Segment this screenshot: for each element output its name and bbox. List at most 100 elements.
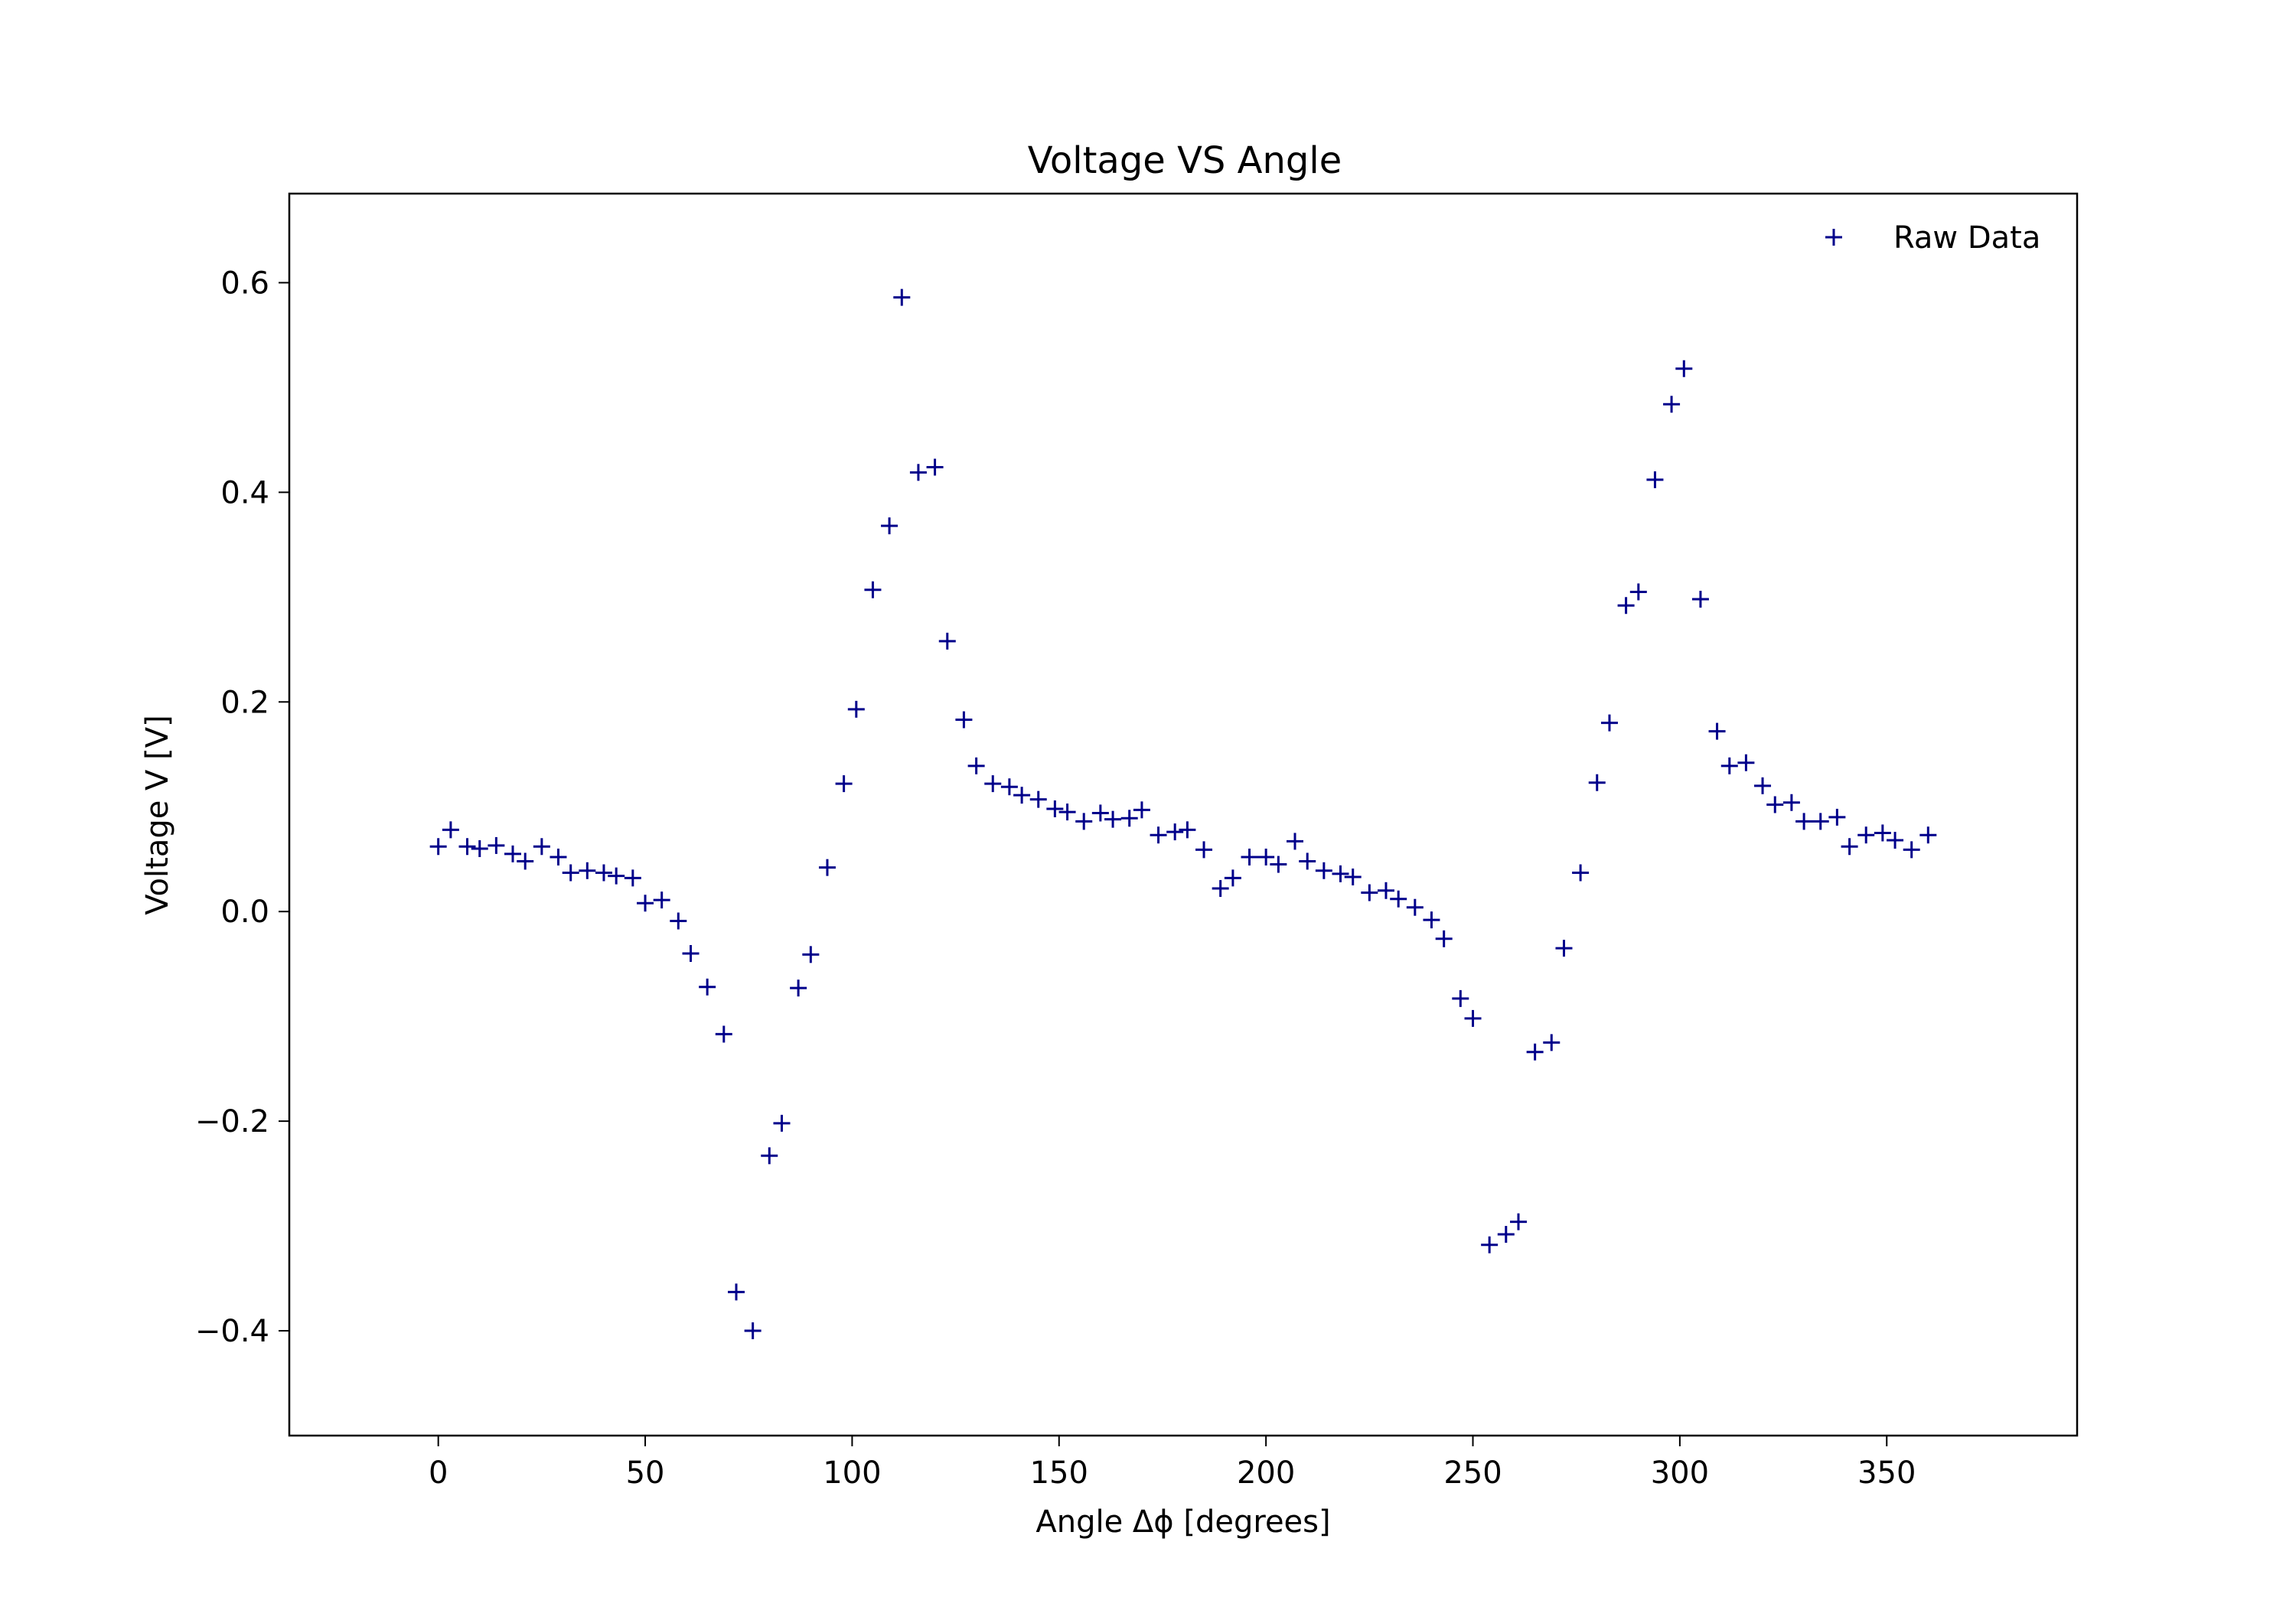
- data-point: [1857, 826, 1875, 844]
- data-point: [504, 845, 521, 862]
- data-point: [550, 848, 567, 865]
- data-point: [864, 581, 882, 598]
- y-axis-ticks: −0.4 −0.2 0.0 0.2 0.4 0.6: [195, 266, 289, 1349]
- data-point: [1075, 813, 1093, 830]
- data-point: [1675, 360, 1693, 377]
- data-point: [1195, 841, 1213, 859]
- data-point: [1104, 810, 1122, 828]
- data-point: [1629, 583, 1647, 601]
- data-point: [1588, 774, 1606, 791]
- data-point: [802, 946, 820, 963]
- data-point: [1133, 801, 1150, 819]
- data-point: [1361, 884, 1378, 901]
- legend-marker-icon: [1825, 229, 1842, 246]
- data-point: [1812, 813, 1829, 830]
- x-tick-label: 100: [823, 1455, 881, 1491]
- data-point: [488, 836, 505, 854]
- data-point: [1782, 794, 1800, 811]
- data-point: [1828, 808, 1846, 826]
- data-point: [1841, 838, 1858, 856]
- data-point: [909, 464, 927, 481]
- legend-label: Raw Data: [1893, 220, 2040, 256]
- data-point: [1737, 754, 1755, 771]
- data-point: [967, 757, 985, 774]
- data-point: [1481, 1236, 1499, 1253]
- data-point: [1212, 880, 1229, 898]
- data-point: [1766, 796, 1784, 813]
- data-point: [1120, 810, 1138, 827]
- data-point: [1332, 865, 1349, 882]
- data-point: [1452, 989, 1469, 1007]
- data-point: [1058, 804, 1076, 821]
- data-point: [1000, 778, 1018, 796]
- data-point: [1795, 813, 1813, 830]
- chart-title: Voltage VS Angle: [1028, 139, 1342, 182]
- data-markers: [429, 288, 1937, 1340]
- x-tick-label: 350: [1857, 1455, 1916, 1491]
- data-point: [1600, 714, 1618, 732]
- data-point: [1526, 1043, 1544, 1061]
- x-tick-label: 200: [1237, 1455, 1295, 1491]
- data-point: [938, 632, 956, 650]
- data-point: [1287, 833, 1303, 850]
- data-point: [1464, 1009, 1482, 1027]
- x-tick-label: 0: [429, 1455, 448, 1491]
- data-point: [653, 892, 670, 909]
- plot-frame: [288, 192, 2079, 1437]
- data-point: [1435, 930, 1453, 947]
- data-point: [1646, 471, 1664, 488]
- data-point: [579, 862, 596, 879]
- data-point: [1344, 868, 1362, 885]
- data-point: [624, 869, 641, 887]
- data-point: [1708, 722, 1726, 740]
- plot-area: [288, 192, 2079, 1437]
- data-point: [1046, 800, 1064, 817]
- data-point: [429, 838, 447, 856]
- data-point: [1874, 824, 1891, 842]
- data-point: [835, 775, 853, 793]
- data-point: [893, 288, 911, 306]
- y-axis-label: Voltage V [V]: [140, 715, 175, 914]
- data-point: [1617, 597, 1635, 614]
- x-axis-label: Angle Δϕ [degrees]: [1035, 1504, 1330, 1540]
- data-point: [637, 895, 654, 912]
- data-point: [1224, 869, 1241, 887]
- data-point: [1315, 862, 1332, 879]
- data-point: [1299, 852, 1316, 870]
- data-point: [471, 840, 488, 858]
- data-point: [773, 1114, 791, 1132]
- data-point: [1663, 396, 1681, 413]
- data-point: [1510, 1213, 1527, 1231]
- data-point: [728, 1283, 745, 1301]
- y-tick-label: 0.0: [220, 895, 269, 930]
- data-point: [1887, 832, 1904, 849]
- data-point: [1555, 940, 1573, 957]
- data-point: [670, 912, 687, 930]
- data-point: [1903, 841, 1920, 859]
- data-point: [682, 944, 700, 962]
- y-tick-label: −0.2: [195, 1104, 269, 1139]
- legend-plus-marker: [1825, 229, 1842, 246]
- data-point: [847, 700, 865, 718]
- data-point: [562, 864, 579, 882]
- y-tick-label: 0.6: [220, 266, 269, 301]
- x-tick-label: 300: [1651, 1455, 1709, 1491]
- data-point: [881, 517, 899, 535]
- data-point: [1091, 804, 1109, 822]
- y-tick-label: 0.4: [220, 475, 269, 510]
- data-point: [1423, 911, 1440, 929]
- data-point: [1543, 1034, 1561, 1051]
- data-point: [926, 458, 944, 476]
- data-point: [608, 867, 625, 885]
- data-point: [1919, 826, 1937, 844]
- data-point: [1377, 882, 1394, 899]
- data-point: [1754, 777, 1772, 794]
- data-point: [955, 711, 973, 729]
- data-point: [1691, 591, 1709, 608]
- x-tick-label: 50: [626, 1455, 665, 1491]
- data-point: [744, 1322, 762, 1340]
- data-point: [1150, 826, 1167, 844]
- data-point: [699, 978, 716, 996]
